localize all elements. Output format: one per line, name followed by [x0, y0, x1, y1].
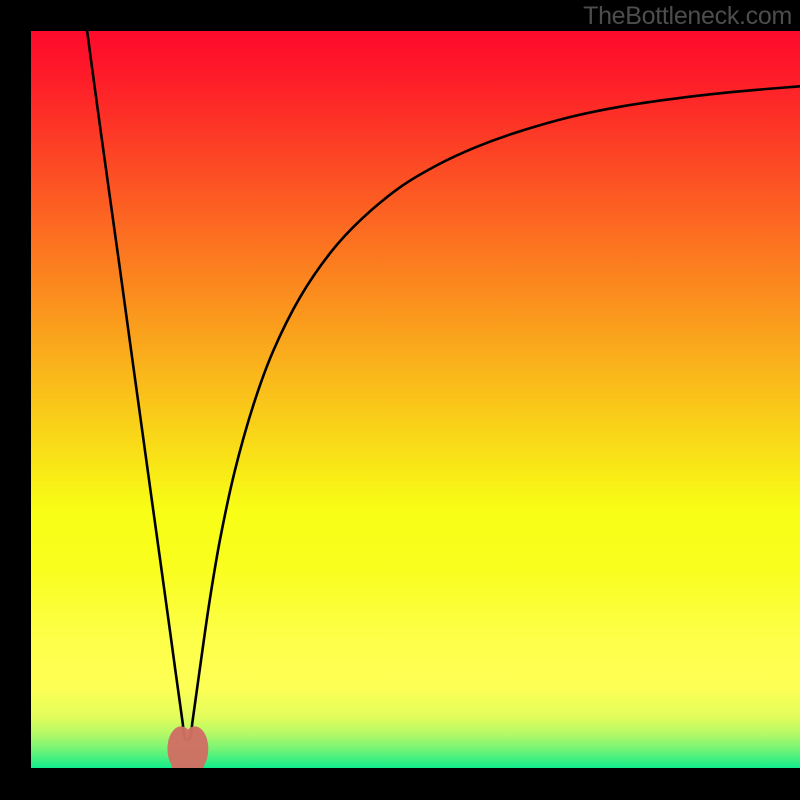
bottom-marker-group	[168, 727, 208, 768]
gradient-background	[31, 31, 800, 768]
bottom-marker	[182, 727, 208, 768]
plot-svg	[31, 31, 800, 768]
watermark-text: TheBottleneck.com	[583, 2, 792, 31]
plot-area	[31, 31, 800, 768]
